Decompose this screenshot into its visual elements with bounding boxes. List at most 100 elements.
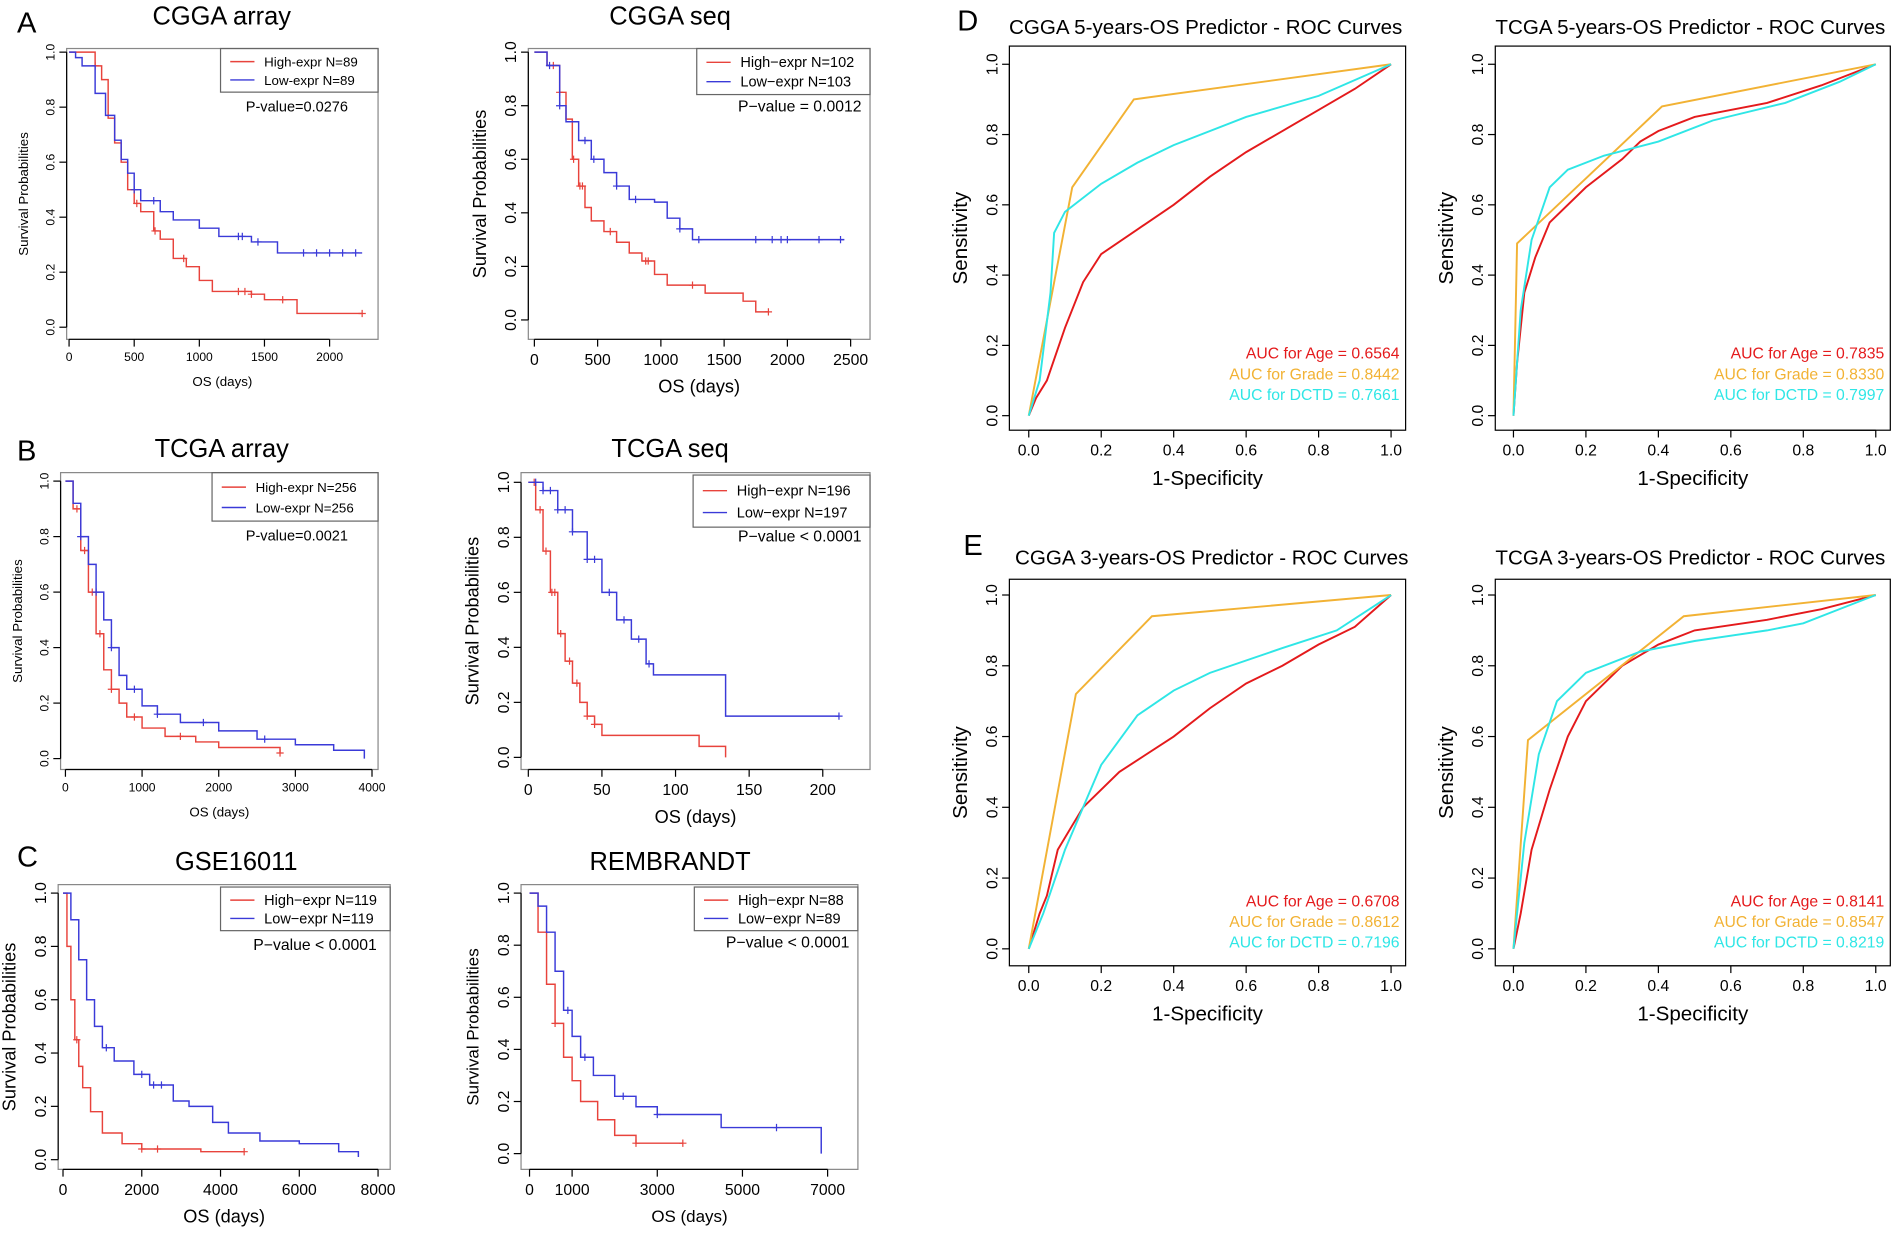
x-tick-label: 0.6 xyxy=(1720,443,1742,460)
x-tick-label: 2500 xyxy=(833,352,868,369)
series-line-high xyxy=(69,51,363,315)
x-axis-label: OS (days) xyxy=(658,377,740,397)
censor-mark xyxy=(536,506,544,514)
x-tick-label: 0.4 xyxy=(1647,443,1669,460)
censor-mark xyxy=(688,281,697,289)
censor-mark xyxy=(107,685,116,693)
legend-label: Low−expr N=119 xyxy=(264,911,374,927)
y-tick-label: 0.2 xyxy=(1470,867,1487,889)
x-axis-label: OS (days) xyxy=(651,1207,727,1226)
y-tick-label: 0.0 xyxy=(503,309,520,331)
censor-mark xyxy=(573,679,581,687)
chart-tcga-3y-roc: TCGA 3-years-OS Predictor - ROC Curves 0.… xyxy=(1435,547,1891,1026)
y-axis-label: Sensitivity xyxy=(949,191,972,284)
censor-mark xyxy=(764,308,773,316)
y-tick-label: 0.2 xyxy=(496,691,513,713)
y-tick-label: 0.6 xyxy=(496,986,513,1008)
legend-box xyxy=(696,47,871,96)
series-line-low xyxy=(529,892,822,1154)
censor-mark xyxy=(199,718,208,727)
censor-mark xyxy=(92,588,100,596)
legend-label: High−expr N=196 xyxy=(737,484,851,500)
censor-mark xyxy=(130,713,139,721)
y-tick-label: 0.8 xyxy=(984,123,1001,145)
y-tick-label: 0.2 xyxy=(37,694,51,711)
chart-title: TCGA 5-years-OS Predictor - ROC Curves xyxy=(1495,16,1885,39)
x-tick-label: 2000 xyxy=(124,1182,159,1199)
censor-mark xyxy=(581,1053,589,1061)
censor-mark xyxy=(546,486,555,495)
x-tick-label: 4000 xyxy=(203,1182,238,1199)
censor-mark xyxy=(254,238,262,246)
censor-mark xyxy=(261,735,269,743)
chart-cgga-3y-roc: CGGA 3-years-OS Predictor - ROC Curves 0.… xyxy=(949,547,1408,1026)
censor-mark xyxy=(565,657,574,665)
censor-mark xyxy=(590,720,599,729)
chart-gse16011: GSE16011 0 2000 4000 6000 8000 0.0 0.2 0.4 0.6 0.8… xyxy=(0,848,396,1227)
y-tick-label: 0.8 xyxy=(1470,123,1487,145)
series-line-low xyxy=(65,480,366,759)
x-tick-label: 0 xyxy=(62,780,69,794)
x-tick-label: 0 xyxy=(525,1182,534,1199)
chart-title: TCGA seq xyxy=(611,435,728,463)
y-tick-label: 1.0 xyxy=(503,41,520,63)
y-tick-label: 0.4 xyxy=(1470,796,1487,818)
censor-mark xyxy=(77,532,85,541)
y-tick-label: 0.6 xyxy=(984,194,1001,216)
censor-mark xyxy=(279,296,287,304)
x-tick-label: 1500 xyxy=(707,352,742,369)
censor-mark xyxy=(551,1019,559,1027)
y-tick-label: 0.8 xyxy=(503,95,520,117)
censor-mark xyxy=(569,155,578,163)
y-tick-label: 0.2 xyxy=(1470,334,1487,356)
censor-mark xyxy=(783,235,792,244)
auc-label-grade: AUC for Grade = 0.8547 xyxy=(1714,914,1884,931)
censor-mark xyxy=(695,235,703,244)
censor-mark xyxy=(352,249,360,257)
x-tick-label: 0.2 xyxy=(1575,443,1597,460)
x-tick-label: 6000 xyxy=(282,1182,317,1199)
auc-label-grade: AUC for Grade = 0.8612 xyxy=(1229,914,1399,931)
legend-label: Low−expr N=103 xyxy=(740,75,851,91)
censor-mark xyxy=(240,1148,248,1156)
censor-mark xyxy=(150,197,158,205)
y-tick-label: 1.0 xyxy=(984,584,1001,606)
censor-mark xyxy=(545,61,554,70)
y-tick-label: 0.4 xyxy=(1470,264,1487,286)
y-tick-label: 0.0 xyxy=(496,746,513,768)
x-tick-label: 0.8 xyxy=(1308,443,1330,460)
x-tick-label: 1.0 xyxy=(1865,978,1887,995)
censor-mark xyxy=(578,182,587,190)
y-tick-label: 0.4 xyxy=(44,209,58,226)
censor-mark xyxy=(676,225,684,233)
x-tick-label: 0 xyxy=(59,1182,68,1199)
censor-mark xyxy=(358,309,366,318)
chart-title: TCGA array xyxy=(155,435,290,463)
censor-mark xyxy=(590,155,598,163)
y-tick-label: 0.0 xyxy=(984,938,1001,960)
series-line-age xyxy=(1512,63,1877,416)
x-tick-label: 4000 xyxy=(359,780,386,794)
y-tick-label: 0.8 xyxy=(496,526,513,548)
legend-box xyxy=(219,886,391,932)
censor-mark xyxy=(590,555,599,563)
y-axis-label: Sensitivity xyxy=(1435,191,1458,284)
x-tick-label: 2000 xyxy=(316,350,343,364)
x-tick-label: 0.8 xyxy=(1792,443,1814,460)
y-tick-label: 0.0 xyxy=(37,750,51,767)
x-tick-label: 500 xyxy=(584,352,611,369)
chart-title: CGGA 3-years-OS Predictor - ROC Curves xyxy=(1015,547,1408,570)
y-tick-label: 0.8 xyxy=(1470,655,1487,677)
y-tick-label: 0.6 xyxy=(984,725,1001,747)
censor-mark xyxy=(539,486,547,495)
censor-mark xyxy=(836,235,845,244)
x-tick-label: 0.0 xyxy=(1503,443,1525,460)
censor-mark xyxy=(138,1070,146,1079)
y-tick-label: 1.0 xyxy=(496,471,513,493)
x-tick-label: 150 xyxy=(736,782,763,799)
x-axis-label: 1-Specificity xyxy=(1637,1003,1749,1026)
x-tick-label: 0.0 xyxy=(1018,978,1040,995)
y-axis-label: Survival Probabilities xyxy=(0,943,20,1112)
censor-mark xyxy=(138,1145,146,1153)
y-tick-label: 0.4 xyxy=(33,1042,50,1064)
